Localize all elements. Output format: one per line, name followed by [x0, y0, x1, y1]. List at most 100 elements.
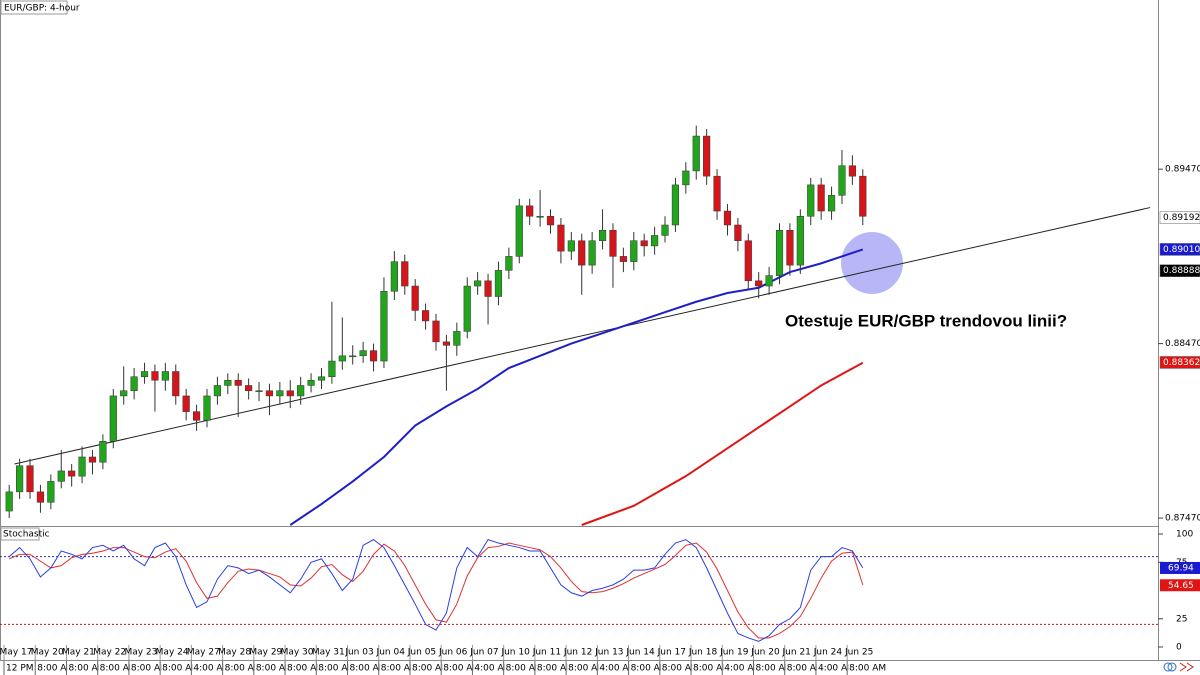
- x-tick-label: Jun 20: [750, 648, 780, 658]
- time-label: 8:00 AM: [287, 664, 324, 674]
- icon[interactable]: [1167, 662, 1177, 672]
- candle-body: [328, 360, 336, 377]
- x-tick-label: Jun 21: [782, 648, 811, 658]
- moving-average: [581, 361, 864, 526]
- candle-body: [692, 135, 700, 172]
- y-tick-label: 0.87470: [1165, 514, 1200, 524]
- price-tag: [1159, 264, 1200, 277]
- candle-body: [161, 371, 169, 381]
- candle-body: [88, 456, 97, 463]
- time-label: 4:00 AM: [818, 664, 855, 674]
- candle-body: [703, 135, 711, 177]
- y-tick-label: 0.88470: [1165, 339, 1200, 349]
- x-tick-label: May 27: [187, 648, 220, 658]
- candle-body: [848, 165, 856, 177]
- candle-body: [255, 390, 263, 392]
- candle-body: [16, 465, 24, 493]
- x-tick-label: Jun 13: [594, 648, 623, 658]
- candle-body: [47, 481, 55, 503]
- time-label: 8:00 AM: [412, 664, 449, 674]
- x-tick-label: Jun 14: [625, 648, 655, 658]
- x-tick-label: May 31: [312, 648, 345, 658]
- time-label: 4:00 AM: [193, 664, 230, 674]
- price-tag: [1159, 356, 1200, 369]
- candle-body: [317, 376, 326, 381]
- candle-body: [203, 395, 211, 421]
- x-tick-label: Jun 10: [500, 648, 530, 658]
- time-label: 8:00 AM: [506, 664, 543, 674]
- candle-body: [26, 465, 34, 493]
- candle-body: [671, 184, 680, 226]
- x-tick-label: Jun 03: [344, 648, 373, 658]
- candle-body: [432, 320, 440, 343]
- time-label: 8:00 AM: [568, 664, 605, 674]
- candle-body: [474, 280, 482, 287]
- candle-body: [380, 291, 388, 362]
- candle-body: [234, 379, 242, 386]
- price-tag-label: 0.89192: [1163, 213, 1200, 223]
- corner-icons[interactable]: [1163, 662, 1194, 672]
- candle-body: [505, 256, 513, 271]
- candle-body: [359, 350, 367, 357]
- x-tick-label: May 24: [156, 648, 189, 658]
- price-tag-label: 0.88362: [1163, 358, 1200, 368]
- candle-body: [297, 385, 305, 397]
- icon[interactable]: [1179, 662, 1194, 672]
- candle-body: [453, 331, 461, 346]
- candle-body: [630, 240, 638, 262]
- time-label: 8:00 AM: [631, 664, 668, 674]
- candle-body: [765, 275, 773, 287]
- candle-body: [411, 285, 419, 311]
- candle-body: [515, 205, 523, 257]
- candle-body: [827, 195, 836, 212]
- candle-body: [494, 270, 503, 297]
- y-tick-label: 0.89470: [1165, 165, 1200, 175]
- candle-body: [526, 205, 534, 217]
- candle-body: [401, 261, 409, 287]
- stoch-tick-label: 25: [1176, 614, 1187, 624]
- candle-body: [422, 310, 430, 322]
- price-tag-label: 0.89010: [1163, 245, 1200, 255]
- time-label: 8:00 AM: [537, 664, 574, 674]
- time-label: 8:00 AM: [37, 664, 74, 674]
- x-tick-label: Jun 11: [532, 648, 561, 658]
- candle-body: [192, 411, 201, 421]
- x-tick-label: Jun 24: [813, 648, 843, 658]
- candle-body: [682, 170, 690, 186]
- candle-body: [567, 240, 575, 252]
- candle-body: [484, 280, 492, 297]
- stoch-tick-label: 0: [1176, 643, 1182, 653]
- time-label: 8:00 AM: [162, 664, 199, 674]
- x-tick-label: May 21: [62, 648, 95, 658]
- candle-body: [182, 395, 190, 412]
- time-label: 8:00 AM: [662, 664, 699, 674]
- x-tick-label: May 23: [124, 648, 157, 658]
- time-label: 4:00 AM: [724, 664, 761, 674]
- icon[interactable]: [1163, 662, 1173, 672]
- candle-body: [734, 224, 742, 241]
- plot-layer: 0.89470 0.88470 0.87470 0.89192 0.89010 0.888…: [0, 125, 1200, 675]
- time-label: 8:00 AM: [68, 664, 105, 674]
- stoch-tick-label: 100: [1176, 530, 1193, 540]
- candle-body: [57, 470, 65, 482]
- time-label: 8:00 AM: [849, 664, 886, 674]
- stoch-title-box: [0, 527, 40, 541]
- candle-body: [120, 390, 128, 397]
- time-label: 8:00 AM: [693, 664, 730, 674]
- candle-body: [78, 456, 86, 477]
- candle-body: [744, 240, 752, 282]
- x-tick-label: May 28: [218, 648, 251, 658]
- candle-body: [651, 235, 659, 247]
- trendline: [14, 207, 1151, 465]
- candle-body: [151, 371, 159, 381]
- candle-body: [307, 379, 315, 386]
- annotation: Otestuje EUR/GBP trendovou linii?: [785, 311, 1067, 330]
- candle-body: [775, 229, 784, 276]
- x-tick-label: May 17: [0, 648, 32, 658]
- candle-body: [578, 240, 586, 266]
- x-tick-label: Jun 07: [469, 648, 498, 658]
- time-label: 8:00 AM: [755, 664, 792, 674]
- candle-body: [68, 470, 76, 477]
